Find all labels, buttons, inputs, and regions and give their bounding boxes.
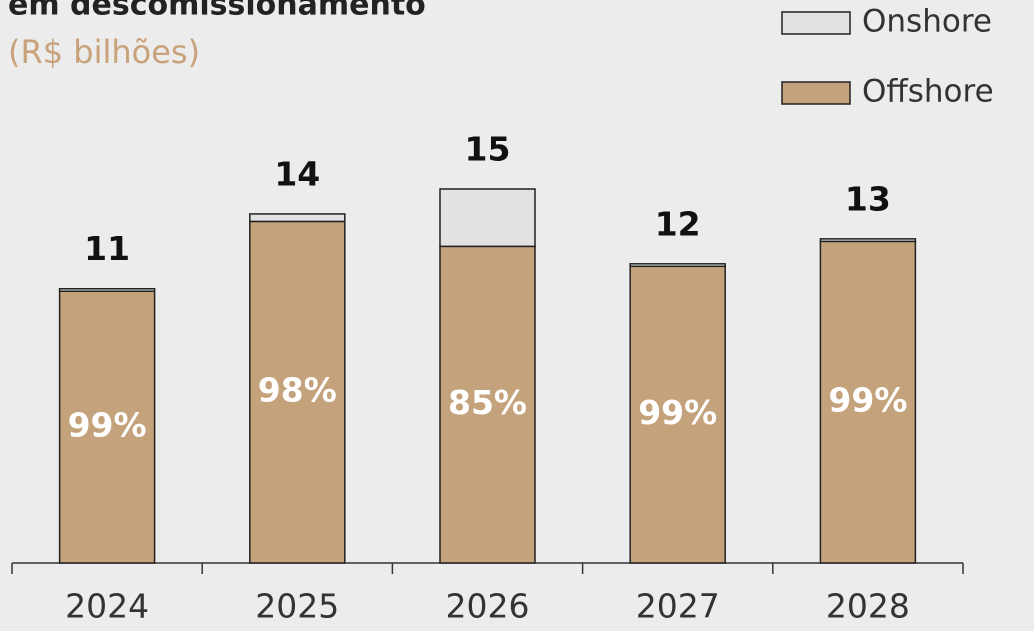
x-tick-label: 2025 [255, 587, 339, 626]
bar-segment [58, 290, 156, 564]
bar-segment [819, 240, 917, 564]
chart-title: em descomissionamento [8, 0, 426, 23]
bar-segment [629, 263, 726, 268]
value-label: 98% [258, 371, 337, 410]
x-tick-label: 2026 [446, 587, 530, 626]
legend-label: Offshore [862, 74, 994, 110]
total-label: 13 [845, 179, 891, 218]
x-tick-label: 2028 [826, 587, 910, 626]
bar-segment [439, 188, 536, 248]
chart-subtitle: (R$ bilhões) [8, 33, 200, 71]
total-label: 12 [655, 204, 701, 243]
value-label: 99% [638, 393, 717, 432]
bar-segment [58, 287, 156, 292]
x-tick-label: 2027 [636, 587, 720, 626]
bar-segment [249, 213, 346, 223]
x-tick-label: 2024 [65, 587, 149, 626]
legend-label: Onshore [862, 4, 992, 40]
bar-segment [819, 238, 917, 243]
bar-segment [439, 245, 536, 564]
total-label: 11 [84, 229, 130, 268]
total-label: 15 [465, 130, 511, 169]
bar-segment [249, 220, 346, 564]
legend-swatch [781, 81, 851, 105]
bar-segment [629, 265, 726, 564]
total-label: 14 [274, 154, 320, 193]
value-label: 99% [68, 406, 147, 445]
value-label: 99% [828, 381, 907, 420]
value-label: 85% [448, 383, 527, 422]
legend-swatch [781, 11, 851, 35]
